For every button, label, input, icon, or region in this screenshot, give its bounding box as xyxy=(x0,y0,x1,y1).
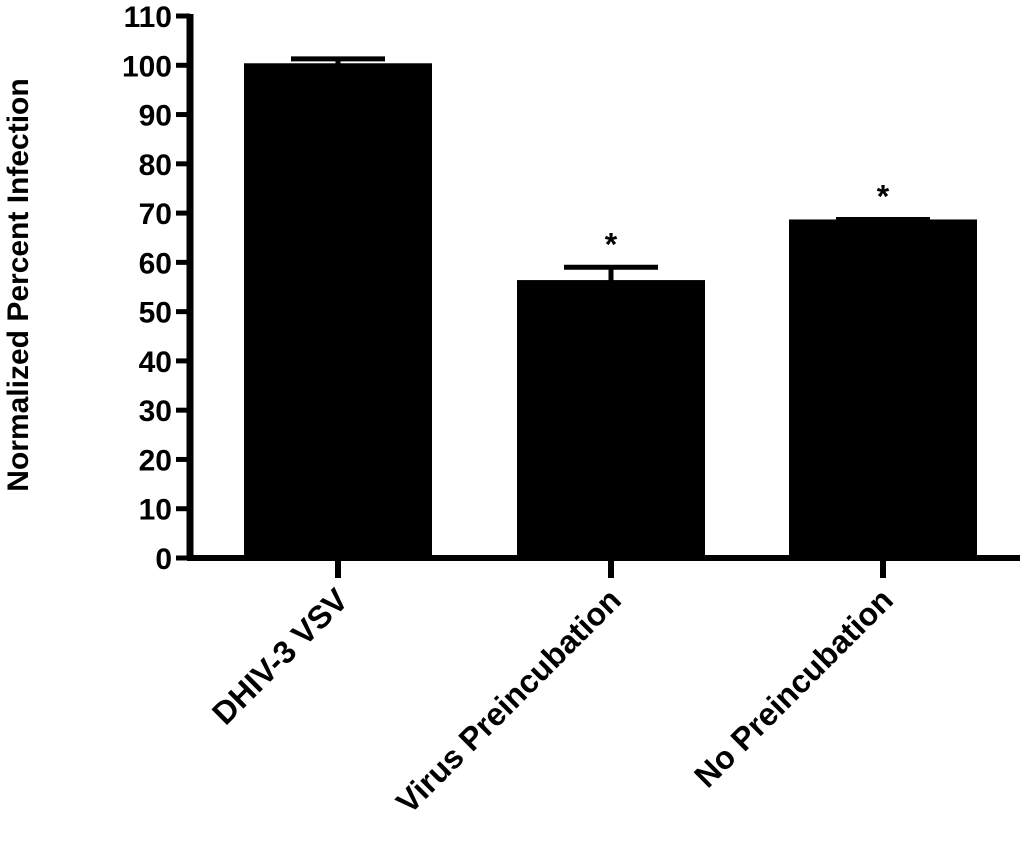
y-axis-title: Normalized Percent Infection xyxy=(2,78,35,491)
chart-marks: ** xyxy=(244,56,977,558)
y-axis: 0 10 20 30 40 50 60 70 80 90 100 110 xyxy=(122,1,194,576)
y-tick-label: 40 xyxy=(139,346,172,379)
y-tick-label: 80 xyxy=(139,149,172,182)
x-category-label: No Preincubation xyxy=(687,581,900,794)
x-category-label: Virus Preincubation xyxy=(389,581,628,820)
y-tick-label: 0 xyxy=(155,543,172,576)
bar xyxy=(244,63,432,558)
y-tick-label: 90 xyxy=(139,100,172,133)
y-tick-label: 60 xyxy=(139,247,172,280)
significance-marker: * xyxy=(877,178,890,214)
bar xyxy=(789,219,977,558)
x-category-label: DHIV-3 VSV xyxy=(205,581,355,731)
y-tick-label: 30 xyxy=(139,395,172,428)
bar xyxy=(517,280,705,558)
y-tick-label: 50 xyxy=(139,297,172,330)
y-tick-label: 100 xyxy=(122,50,172,83)
y-tick-label: 20 xyxy=(139,444,172,477)
significance-marker: * xyxy=(605,226,618,262)
y-tick-label: 70 xyxy=(139,198,172,231)
y-tick-label: 10 xyxy=(139,494,172,527)
y-tick-label: 110 xyxy=(124,1,172,34)
x-axis: DHIV-3 VSV Virus Preincubation No Preincub… xyxy=(187,555,1020,820)
y-axis-title-group: Normalized Percent Infection xyxy=(2,78,35,491)
